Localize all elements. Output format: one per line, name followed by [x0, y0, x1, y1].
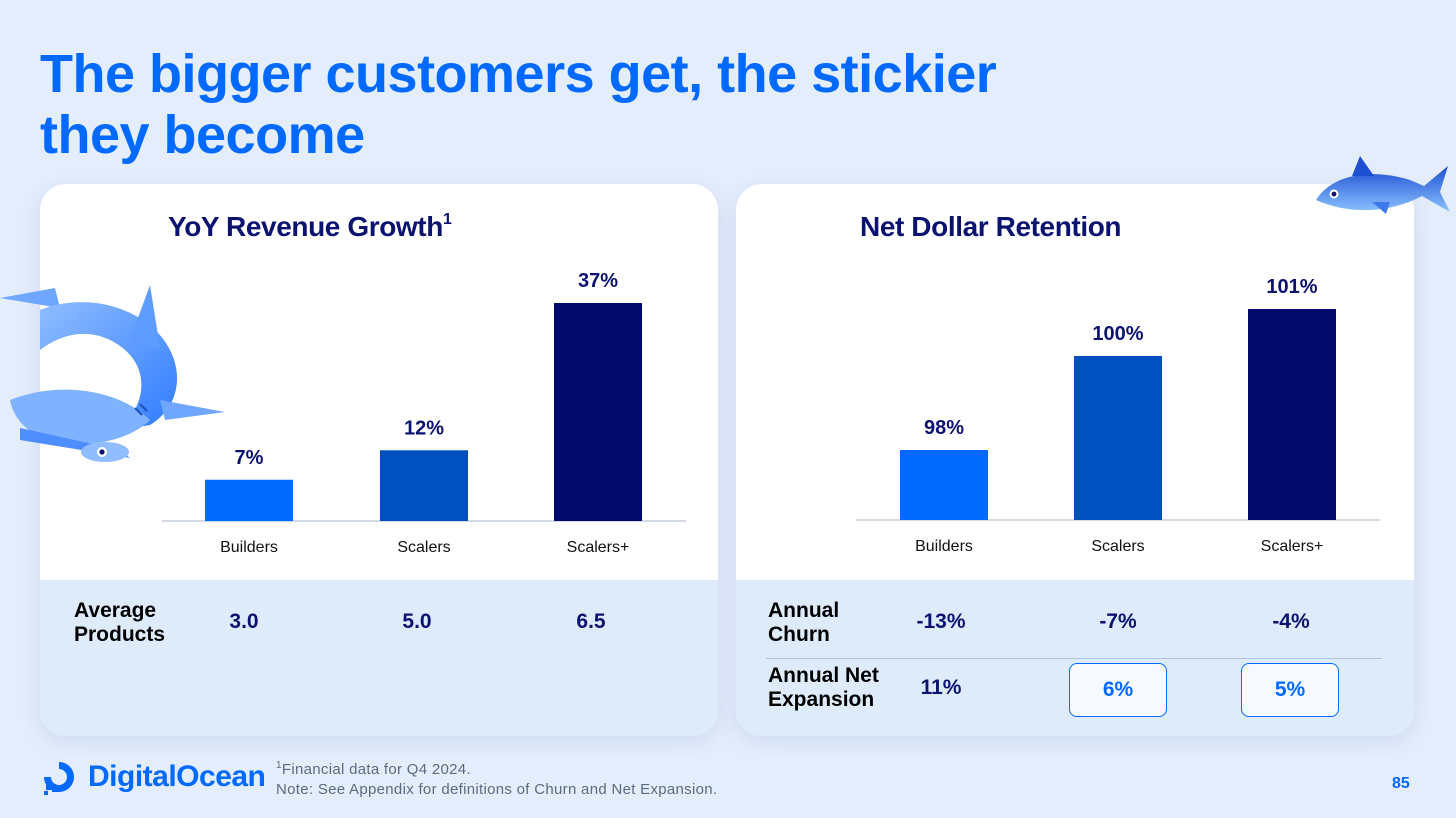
- footnote-marker-small: 1: [276, 760, 282, 771]
- footnote-line-2: Note: See Appendix for definitions of Ch…: [276, 781, 718, 798]
- average-products-label: Average Products: [74, 599, 165, 647]
- title-line-1: The bigger customers get, the stickier: [40, 44, 997, 104]
- title-line-2: they become: [40, 105, 365, 165]
- net-dollar-retention-chart: 98% Builders 100% Scalers 101% Scalers+: [856, 276, 1380, 555]
- average-products-label-line1: Average: [74, 599, 157, 622]
- data-label-builders: 7%: [235, 447, 264, 469]
- average-products-builders: 3.0: [229, 610, 259, 633]
- average-products-label-line2: Products: [74, 623, 166, 646]
- hammerhead-shark-icon: [0, 285, 225, 462]
- bar-builders: [900, 450, 988, 520]
- footnote: 1Financial data for Q4 2024. Note: See A…: [276, 756, 717, 800]
- data-label-scalers-plus: 37%: [578, 270, 618, 292]
- category-label-scalers: Scalers: [397, 539, 450, 556]
- annual-net-expansion-label: Annual Net Expansion: [768, 664, 879, 712]
- net-expansion-scalers-highlight: 6%: [1069, 663, 1167, 717]
- annual-churn-label: Annual Churn: [768, 599, 839, 647]
- revenue-growth-card: YoY Revenue Growth1 7% Builders 12% Scalers…: [40, 184, 718, 736]
- data-label-scalers: 100%: [1092, 323, 1143, 345]
- annual-churn-scalers-plus: -4%: [1272, 610, 1310, 633]
- annual-churn-label-line1: Annual: [768, 599, 840, 622]
- bar-scalers: [380, 450, 468, 521]
- average-products-scalers: 5.0: [402, 610, 432, 633]
- category-label-scalers-plus: Scalers+: [567, 539, 630, 556]
- data-label-scalers: 12%: [404, 417, 444, 439]
- digitalocean-logo-icon: [44, 762, 74, 795]
- digitalocean-logo: DigitalOcean: [40, 758, 266, 796]
- bar-builders: [205, 479, 293, 521]
- net-expansion-builders: 11%: [920, 676, 962, 699]
- category-label-scalers: Scalers: [1091, 538, 1144, 555]
- bar-scalers-plus: [554, 303, 642, 521]
- table-divider: [766, 658, 1382, 659]
- category-label-builders: Builders: [915, 538, 973, 555]
- average-products-band: Average Products 3.0 5.0 6.5: [40, 580, 718, 736]
- annual-net-expansion-label-line2: Expansion: [768, 688, 875, 711]
- category-label-scalers-plus: Scalers+: [1261, 538, 1324, 555]
- annual-churn-label-line2: Churn: [768, 623, 830, 646]
- data-label-builders: 98%: [924, 417, 964, 439]
- bar-scalers-plus: [1248, 309, 1336, 520]
- annual-churn-scalers: -7%: [1099, 610, 1137, 633]
- average-products-scalers-plus: 6.5: [576, 610, 606, 633]
- bar-scalers: [1074, 356, 1162, 520]
- footnote-marker: 1: [442, 210, 452, 228]
- annual-net-expansion-label-line1: Annual Net: [768, 664, 879, 687]
- net-dollar-retention-title: Net Dollar Retention: [860, 211, 1122, 242]
- page-number: 85: [1392, 775, 1410, 792]
- category-label-builders: Builders: [220, 539, 278, 556]
- tuna-fish-icon: [1316, 156, 1450, 214]
- revenue-growth-chart: 7% Builders 12% Scalers 37% Scalers+: [162, 270, 686, 556]
- annual-churn-builders: -13%: [916, 610, 966, 633]
- net-dollar-retention-card: Net Dollar Retention 98% Builders 100% Scal…: [736, 184, 1414, 736]
- revenue-growth-title: YoY Revenue Growth1: [168, 210, 452, 243]
- net-expansion-scalers-plus-highlight: 5%: [1241, 663, 1339, 717]
- slide-title: The bigger customers get, the stickier t…: [40, 44, 1140, 166]
- footnote-line-1-text: Financial data for Q4 2024.: [281, 761, 471, 778]
- footnote-line-1: 1Financial data for Q4 2024.: [276, 756, 717, 780]
- revenue-growth-title-text: YoY Revenue Growth: [168, 211, 443, 242]
- logo-text: DigitalOcean: [88, 760, 266, 793]
- data-label-scalers-plus: 101%: [1266, 276, 1317, 298]
